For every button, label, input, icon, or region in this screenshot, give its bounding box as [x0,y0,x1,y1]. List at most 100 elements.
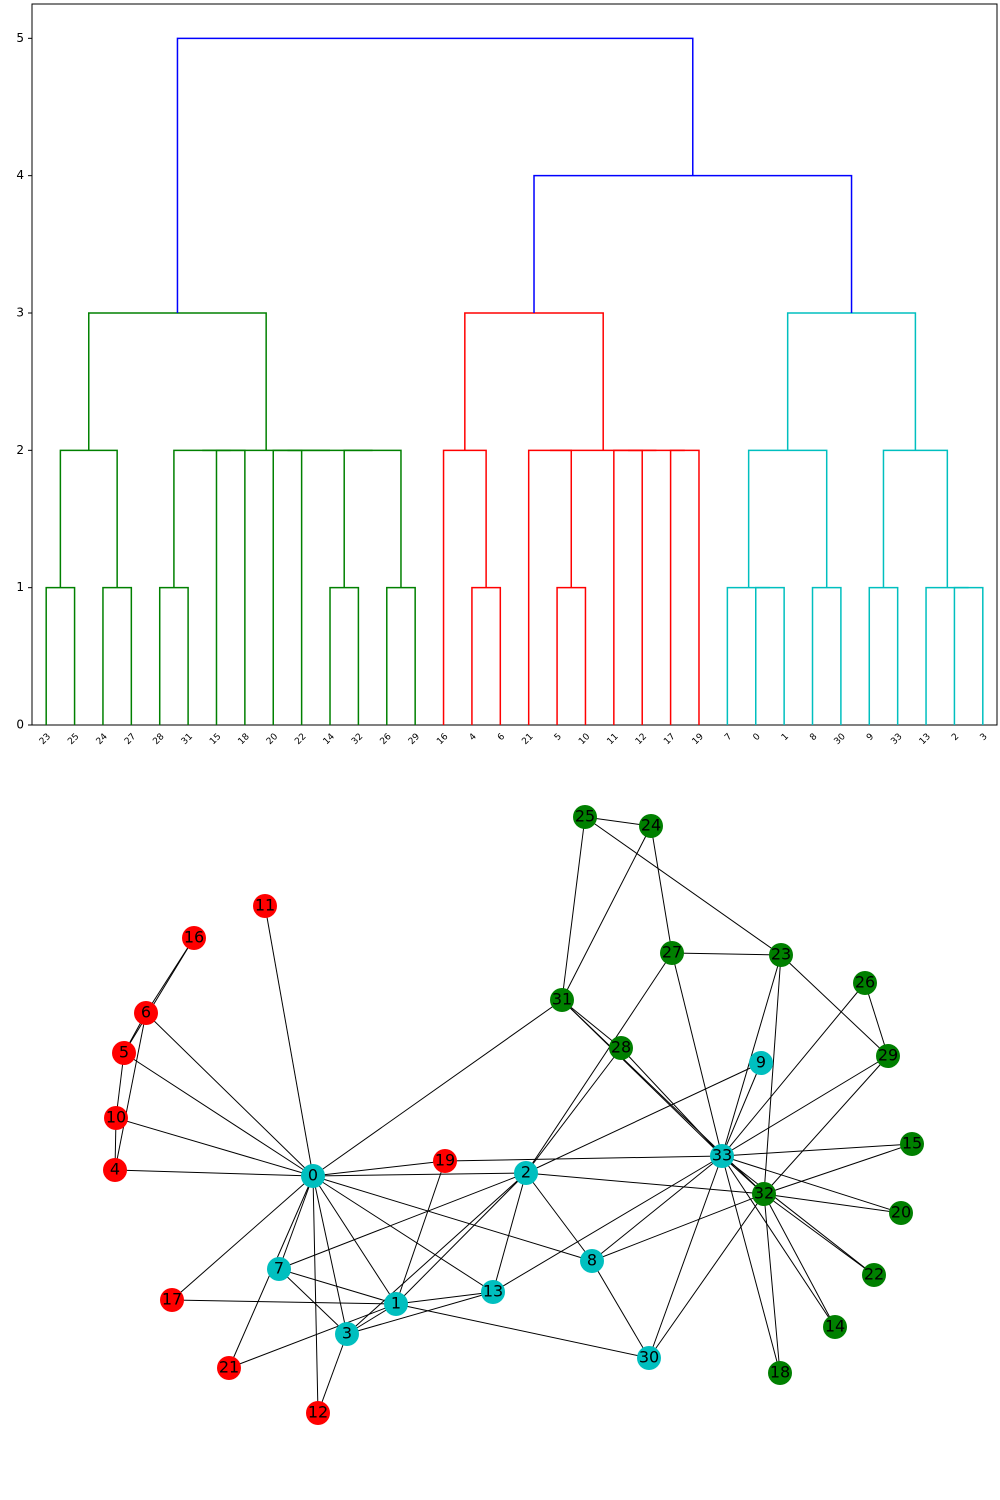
edge [763,1143,913,1195]
edge [171,1299,397,1305]
node [112,1041,136,1065]
edge [721,954,782,1157]
edge [395,1291,494,1305]
link [329,586,360,725]
node [253,894,277,918]
link [925,586,969,725]
y-tick-label: 0 [16,718,24,732]
edge [264,905,314,1177]
edge [721,1143,913,1157]
node-label: 2 [521,1163,531,1182]
node [752,1182,776,1206]
node [749,1051,773,1075]
edge [145,1012,314,1177]
edge [721,1155,781,1374]
node-label: 32 [754,1184,774,1203]
edge [492,1172,527,1293]
node [900,1132,924,1156]
node [134,1001,158,1025]
node-label: 21 [219,1358,239,1377]
node-label: 3 [342,1324,352,1343]
edge [763,1193,875,1276]
edge [312,1160,446,1177]
edge [763,1193,781,1374]
node [160,1288,184,1312]
node [217,1356,241,1380]
link [176,37,694,313]
y-tick-label: 3 [16,306,24,320]
edge [525,1047,622,1174]
edge [864,982,889,1057]
node-label: 29 [878,1046,898,1065]
node-label: 18 [770,1363,790,1382]
node-label: 31 [552,990,572,1009]
edge [721,982,866,1157]
edge [671,952,782,956]
node [580,1249,604,1273]
node-label: 19 [435,1151,455,1170]
edge [123,1052,314,1177]
edge [312,1175,348,1335]
leaf-label: 8 [808,732,819,743]
node [609,1036,633,1060]
node [710,1144,734,1168]
edge [312,1175,593,1262]
leaf-label: 1 [780,732,791,743]
node [889,1201,913,1225]
edge [145,937,195,1014]
y-tick-label: 5 [16,31,24,45]
edge [395,1160,446,1305]
edge [115,1117,314,1177]
edge [395,1172,527,1305]
node [876,1044,900,1068]
node [862,1263,886,1287]
y-tick-label: 2 [16,443,24,457]
link [868,586,899,725]
node-label: 26 [855,973,875,992]
node [550,988,574,1012]
edge [561,999,622,1049]
node [433,1149,457,1173]
edge [114,1169,314,1177]
edge [763,1055,889,1195]
edge [312,1175,319,1414]
edge [561,825,652,1001]
node-label: 28 [611,1038,631,1057]
node [660,941,684,965]
node [335,1322,359,1346]
node-label: 15 [902,1134,922,1153]
node-label: 8 [587,1251,597,1270]
leaf-label: 2 [950,732,961,743]
node-label: 16 [184,928,204,947]
node [637,1346,661,1370]
link [726,586,770,725]
node-label: 0 [308,1166,318,1185]
link [386,586,416,725]
node [301,1164,325,1188]
edge [312,1172,527,1177]
node-label: 25 [575,807,595,826]
edge [721,1155,902,1214]
node-label: 17 [162,1290,182,1309]
edge [346,1291,494,1335]
node-label: 10 [106,1108,126,1127]
node [103,1158,127,1182]
edge [763,1193,836,1328]
leaf-label: 9 [865,732,876,743]
node-label: 27 [662,943,682,962]
leaf-label: 3 [979,732,990,743]
leaf-label: 7 [723,732,734,743]
node-label: 33 [712,1146,732,1165]
y-tick-label: 1 [16,580,24,594]
edge [114,1012,147,1171]
node [104,1106,128,1130]
edge [721,1055,889,1157]
node-label: 5 [119,1043,129,1062]
link [102,586,133,725]
edge [444,1155,723,1162]
edge [648,1155,723,1359]
link [45,586,76,725]
node-label: 23 [771,945,791,964]
